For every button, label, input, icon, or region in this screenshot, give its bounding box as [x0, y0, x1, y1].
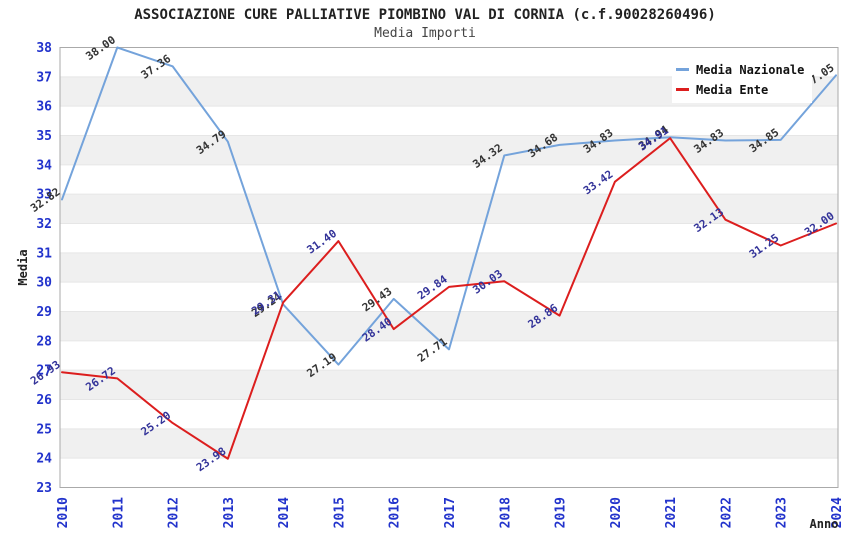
plot-band — [60, 194, 838, 224]
y-tick-label: 24 — [36, 452, 52, 467]
plot-band — [60, 370, 838, 400]
x-tick-label: 2022 — [719, 497, 734, 528]
legend-label-ente: Media Ente — [696, 82, 769, 97]
legend-item-media-ente: Media Ente — [676, 83, 812, 97]
y-tick-label: 38 — [36, 41, 52, 56]
x-tick-label: 2015 — [332, 497, 347, 528]
series-line-media-ente — [61, 137, 837, 460]
y-tick-label: 37 — [36, 70, 52, 85]
series-line-media-nazionale — [61, 46, 837, 366]
legend-label-nazionale: Media Nazionale — [696, 62, 805, 77]
plot-band — [60, 164, 838, 195]
plot-border — [59, 47, 839, 488]
y-tick-label: 30 — [36, 276, 52, 291]
y-tick-label: 28 — [36, 334, 52, 349]
data-point-label: 26.93 — [28, 358, 63, 388]
legend-swatch-ente-icon — [676, 88, 689, 91]
plot-band — [60, 252, 838, 283]
y-tick-label: 36 — [36, 100, 52, 115]
x-tick-label: 2012 — [167, 497, 182, 528]
x-tick-label: 2017 — [443, 497, 458, 528]
y-axis-title: Media — [16, 249, 30, 285]
plot-band — [60, 106, 838, 136]
chart-subtitle: Media Importi — [374, 26, 476, 41]
y-tick-label: 27 — [36, 364, 52, 379]
y-tick-label: 23 — [36, 481, 52, 496]
x-tick-label: 2020 — [609, 497, 624, 528]
legend-item-media-nazionale: Media Nazionale — [676, 63, 812, 77]
x-tick-label: 2023 — [775, 497, 790, 528]
plot-band — [60, 223, 838, 253]
x-tick-label: 2018 — [498, 497, 513, 528]
x-tick-label: 2024 — [830, 497, 845, 528]
y-tick-label: 29 — [36, 305, 52, 320]
y-tick-label: 34 — [36, 158, 52, 173]
y-tick-label: 32 — [36, 217, 52, 232]
plot-band — [60, 399, 838, 429]
y-tick-label: 31 — [36, 246, 52, 261]
legend: Media Nazionale Media Ente — [672, 56, 812, 103]
x-tick-label: 2016 — [388, 497, 403, 528]
x-tick-label: 2021 — [664, 497, 679, 528]
y-tick-label: 35 — [36, 129, 52, 144]
x-axis-title: Anno — [810, 517, 839, 531]
chart-title: ASSOCIAZIONE CURE PALLIATIVE PIOMBINO VA… — [134, 7, 716, 23]
plot-band — [60, 458, 838, 488]
x-tick-label: 2013 — [222, 497, 237, 528]
y-tick-label: 33 — [36, 188, 52, 203]
x-tick-label: 2014 — [277, 497, 292, 528]
plot-band — [60, 311, 838, 341]
y-tick-label: 25 — [36, 422, 52, 437]
plot-band — [60, 428, 838, 459]
x-tick-label: 2010 — [56, 497, 71, 528]
x-tick-label: 2011 — [111, 497, 126, 528]
legend-swatch-nazionale-icon — [676, 68, 689, 71]
y-tick-label: 26 — [36, 393, 52, 408]
x-tick-label: 2019 — [554, 497, 569, 528]
